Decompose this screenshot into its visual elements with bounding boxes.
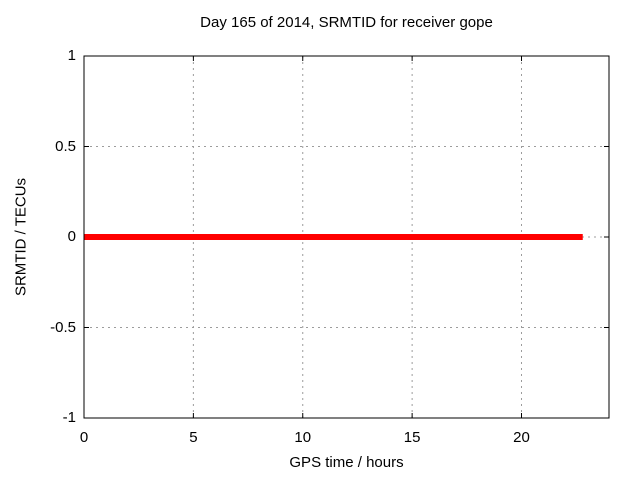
x-tick-label: 5 bbox=[189, 429, 198, 446]
y-tick-label: -1 bbox=[62, 409, 76, 426]
x-tick-label: 0 bbox=[79, 429, 89, 446]
x-tick-label: 10 bbox=[294, 429, 312, 446]
x-axis-label: GPS time / hours bbox=[289, 454, 404, 471]
chart-title: Day 165 of 2014, SRMTID for receiver gop… bbox=[200, 14, 493, 31]
x-tick-label: 15 bbox=[403, 429, 421, 446]
y-tick-label: 0 bbox=[67, 228, 76, 245]
y-tick-label: 0.5 bbox=[55, 137, 76, 155]
y-tick-label: -0.5 bbox=[50, 318, 76, 336]
plot-border bbox=[83, 55, 610, 419]
y-tick-label: 1 bbox=[67, 47, 76, 64]
x-tick-label: 20 bbox=[513, 429, 530, 446]
